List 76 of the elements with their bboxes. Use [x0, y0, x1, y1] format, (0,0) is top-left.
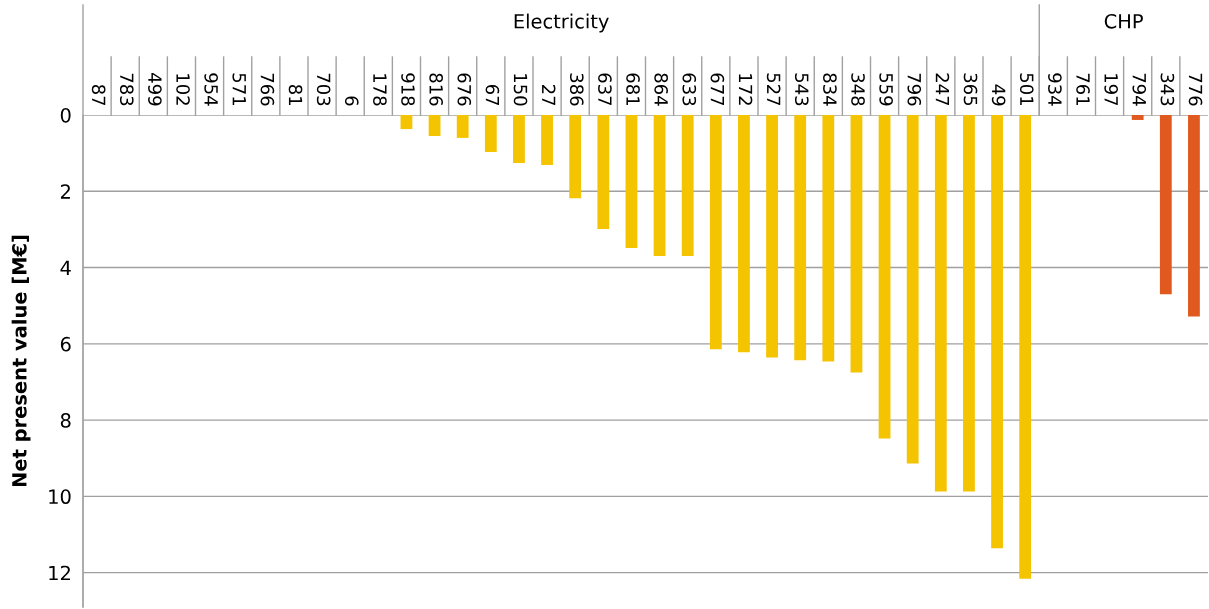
- bar: [625, 115, 638, 249]
- y-axis-title: Net present value [M€]: [11, 235, 31, 487]
- y-tick-label: 10: [49, 489, 71, 505]
- x-tick-label: 559: [879, 73, 893, 106]
- x-tick-label: 499: [148, 73, 162, 106]
- bar: [709, 115, 722, 350]
- y-tick-label: 12: [49, 565, 70, 581]
- bar: [653, 115, 666, 257]
- bar: [1159, 115, 1172, 295]
- bar: [1188, 115, 1200, 317]
- x-tick-label: 794: [1132, 73, 1147, 106]
- x-tick-label: 776: [1188, 73, 1203, 106]
- x-tick-label: 633: [682, 73, 697, 106]
- x-tick-label: 677: [710, 73, 725, 106]
- bar: [794, 115, 807, 361]
- bar: [906, 115, 919, 464]
- bar: [428, 115, 441, 136]
- bar: [484, 115, 497, 152]
- x-tick-label: 6: [344, 96, 359, 106]
- bar: [963, 115, 975, 492]
- text: CHP: [1104, 13, 1143, 29]
- text: Electricity: [514, 13, 609, 33]
- x-tick-label: 365: [963, 73, 978, 106]
- x-tick-label: 527: [766, 73, 781, 106]
- x-tick-label: 954: [204, 73, 218, 106]
- x-tick-label: 703: [316, 73, 331, 106]
- x-tick-label: 348: [851, 73, 865, 106]
- x-tick-label: 27: [542, 85, 556, 106]
- bar: [1131, 115, 1144, 120]
- x-tick-label: 783: [119, 73, 134, 106]
- bar: [766, 115, 778, 358]
- x-tick-label: 87: [91, 84, 106, 106]
- bar: [822, 115, 835, 362]
- x-tick-label: 834: [823, 73, 837, 106]
- y-tick-label: 8: [60, 413, 71, 428]
- x-tick-label: 571: [232, 73, 246, 105]
- x-tick-label: 934: [1048, 73, 1062, 106]
- bar: [1019, 115, 1032, 579]
- x-tick-label: 918: [401, 73, 415, 106]
- x-tick-label: 681: [626, 73, 640, 105]
- x-tick-label: 637: [598, 73, 612, 106]
- bar: [456, 115, 469, 138]
- bar: [934, 115, 947, 492]
- bar: [850, 115, 863, 373]
- y-tick-label: 0: [60, 107, 71, 123]
- x-tick-label: 543: [794, 73, 809, 106]
- x-tick-label: 864: [654, 73, 668, 106]
- x-tick-label: 676: [457, 73, 472, 106]
- y-tick-label: 4: [60, 260, 71, 275]
- x-tick-label: 816: [429, 73, 443, 106]
- bar: [597, 115, 610, 230]
- x-tick-label: 247: [935, 73, 950, 106]
- x-tick-label: 102: [176, 74, 190, 105]
- bar: [513, 115, 525, 164]
- bar: [681, 115, 694, 257]
- x-tick-label: 761: [1076, 73, 1090, 105]
- bar: [738, 115, 750, 353]
- bar: [991, 115, 1003, 549]
- x-tick-label: 386: [569, 73, 584, 106]
- x-tick-label: 796: [907, 73, 922, 106]
- x-tick-label: 343: [1160, 73, 1175, 106]
- bar: [541, 115, 553, 165]
- x-tick-label: 49: [991, 84, 1006, 106]
- x-tick-label: 766: [260, 73, 275, 106]
- bar: [878, 115, 891, 439]
- x-tick-label: 81: [288, 84, 303, 105]
- x-tick-label: 67: [485, 84, 500, 106]
- y-tick-label: 6: [60, 336, 71, 352]
- x-tick-label: 178: [373, 74, 387, 106]
- x-tick-label: 150: [513, 74, 528, 106]
- y-tick-label: 2: [60, 184, 70, 199]
- x-tick-label: 501: [1019, 73, 1034, 105]
- bar: [400, 115, 413, 130]
- x-tick-label: 172: [738, 74, 753, 105]
- bar: [569, 115, 582, 199]
- x-tick-label: 197: [1104, 74, 1118, 106]
